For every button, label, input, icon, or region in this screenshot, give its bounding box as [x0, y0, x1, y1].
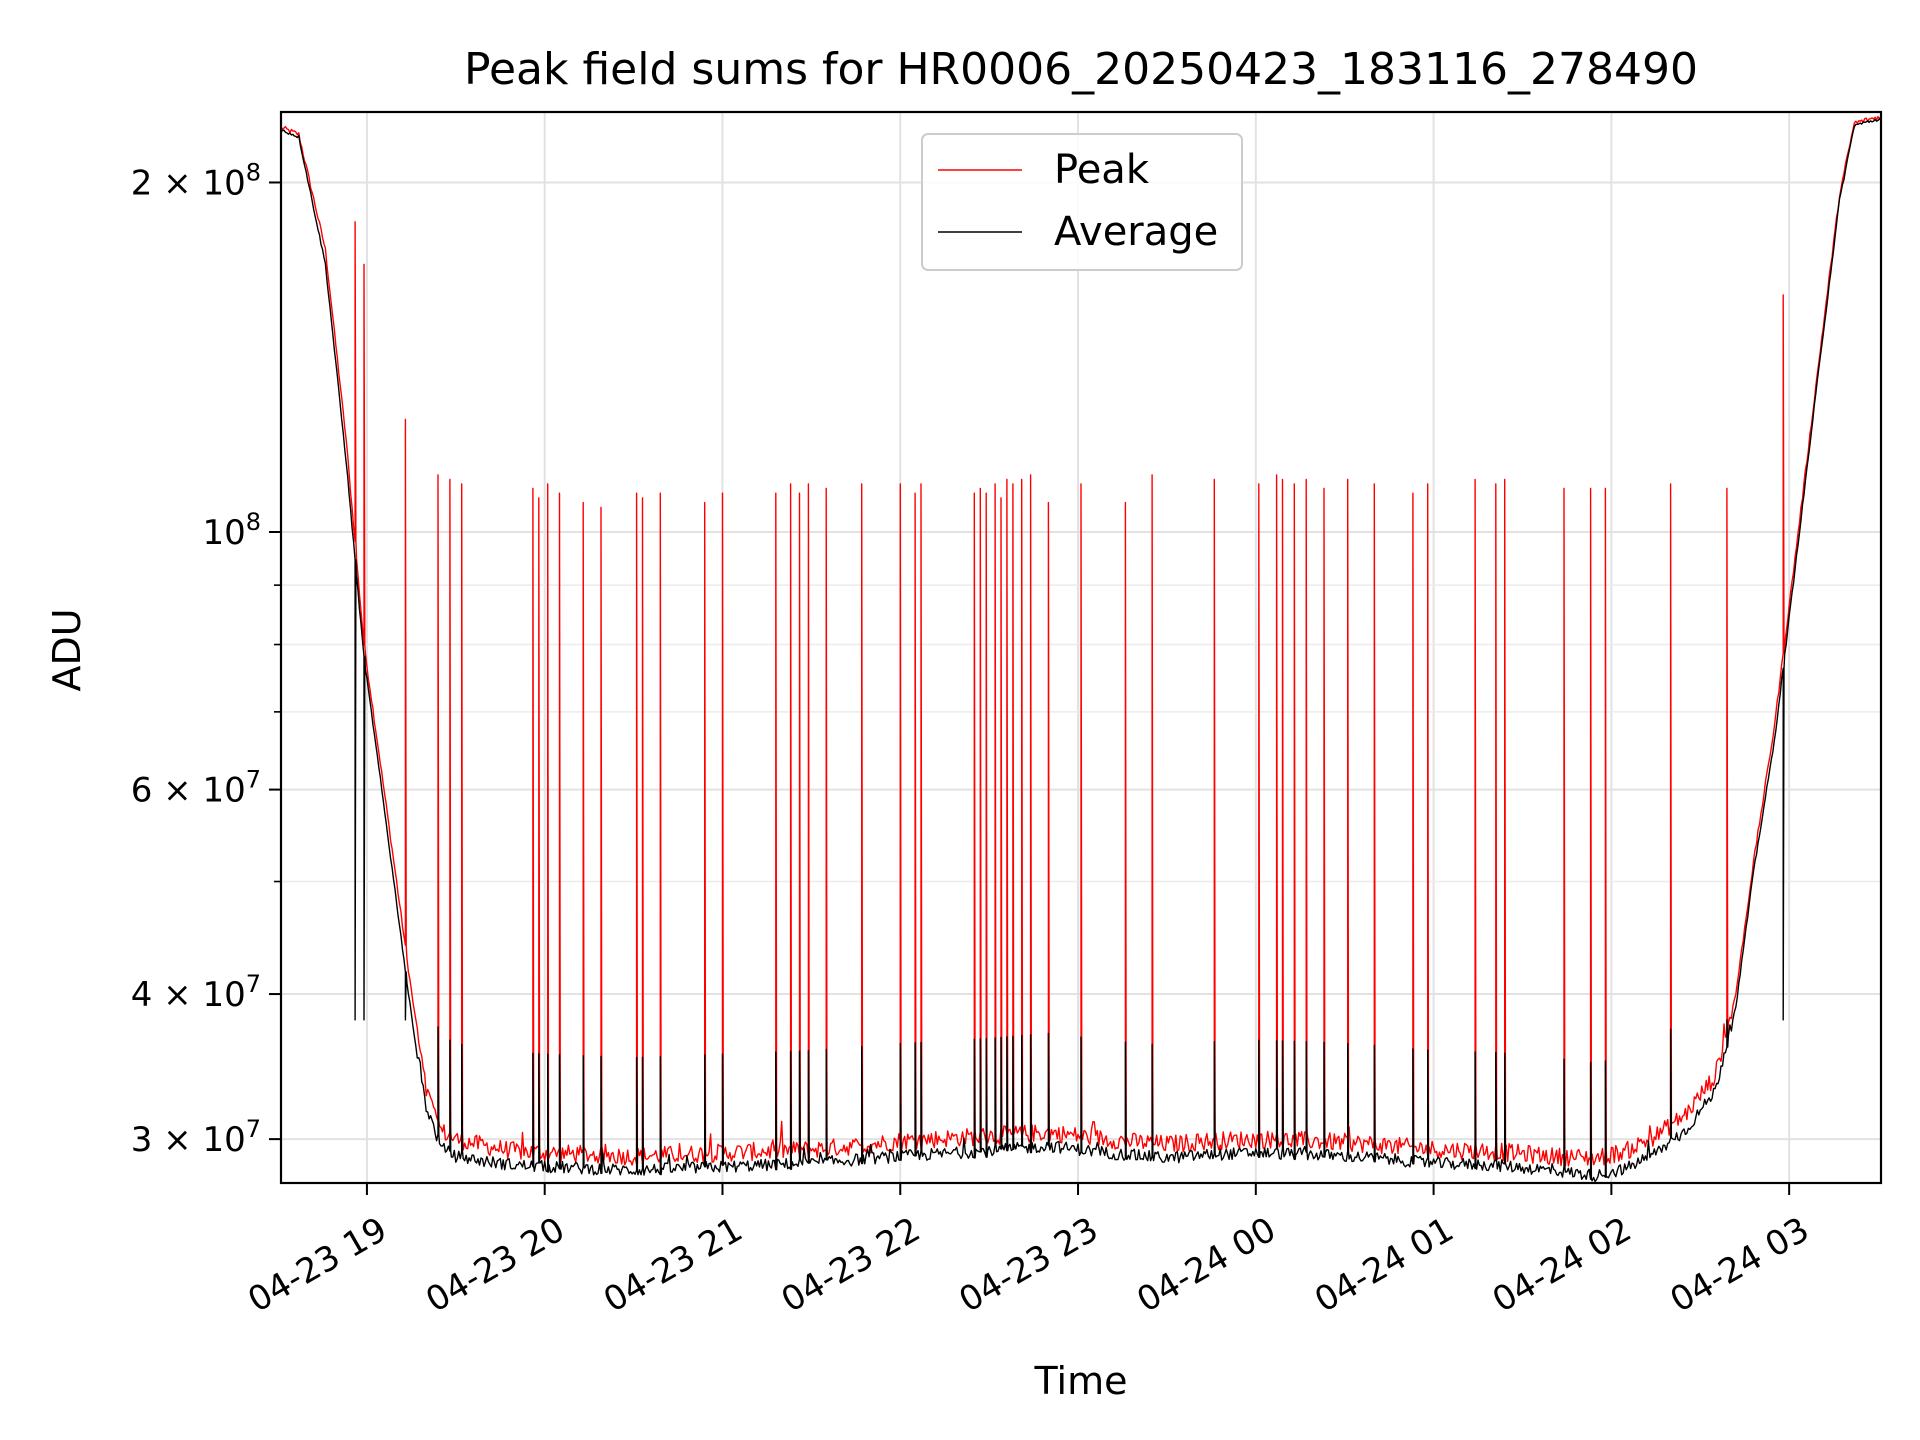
series-line-peak — [280, 115, 1882, 1167]
legend-box — [921, 133, 1243, 271]
series-line-average — [280, 117, 1882, 1183]
series-layer — [280, 115, 1882, 1183]
y-tick-label: 108 — [202, 508, 261, 553]
x-axis-label: Time — [1034, 1359, 1128, 1403]
y-tick-label: 3 × 107 — [131, 1115, 261, 1160]
y-tick-label: 2 × 108 — [131, 158, 261, 203]
plot-frame — [279, 110, 1883, 1185]
y-tick-label: 4 × 107 — [131, 970, 261, 1015]
legend-label-average: Average — [1054, 209, 1218, 255]
legend-label-peak: Peak — [1054, 147, 1150, 193]
y-tick-label: 6 × 107 — [131, 766, 261, 811]
legend: Peak Average — [921, 133, 1243, 271]
y-axis-label: ADU — [45, 608, 89, 691]
chart-title: Peak field sums for HR0006_20250423_1831… — [464, 44, 1698, 95]
